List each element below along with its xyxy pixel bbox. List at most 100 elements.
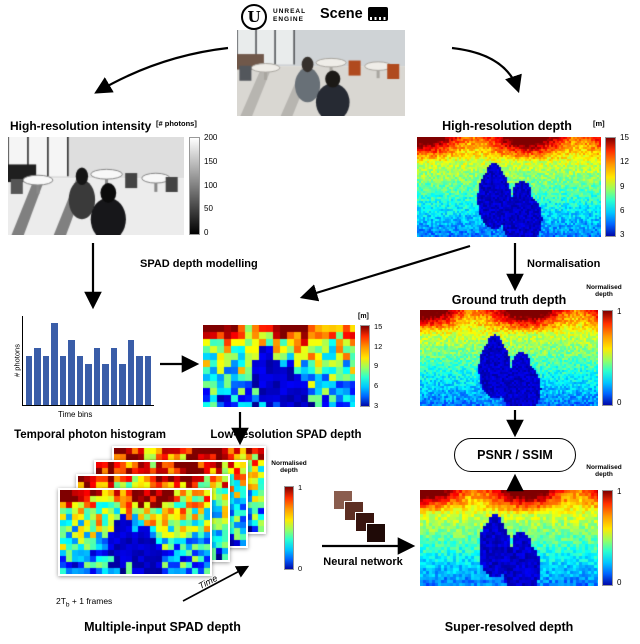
tick: 50 (204, 204, 213, 214)
intensity-title: High-resolution intensity (10, 119, 152, 133)
super-resolved-colorbar-label: Normalised depth (578, 464, 630, 479)
intensity-unit: [# photons] (156, 119, 197, 128)
ground-truth-colorbar-ticks: 1 0 (617, 308, 621, 407)
intensity-colorbar (189, 137, 200, 235)
tick: 15 (620, 133, 629, 142)
histogram-bar (127, 339, 135, 405)
histogram-bar (119, 364, 126, 405)
histogram-bar (93, 348, 101, 405)
unreal-engine-logo: U (241, 4, 267, 30)
unreal-engine-label: UNREAL ENGINE (273, 8, 306, 24)
histogram-bar (110, 348, 118, 405)
unreal-logo-letter: U (247, 8, 261, 26)
hires-depth-image (417, 137, 601, 237)
intensity-colorbar-ticks: 200 150 100 50 0 (204, 134, 217, 237)
tick: 0 (298, 563, 303, 573)
video-icon (368, 7, 388, 21)
frames-count-prefix: 2T (56, 596, 66, 606)
lowres-depth-title: Low-resolution SPAD depth (210, 429, 362, 441)
normalisation-label: Normalisation (527, 258, 601, 270)
arrow-depth-to-spad-modelling (299, 244, 471, 302)
histogram-bar (102, 364, 109, 405)
tick: 6 (620, 205, 625, 215)
hires-depth-colorbar (605, 137, 616, 237)
film-sprockets-icon (370, 16, 386, 20)
ground-truth-colorbar-label: Normalised depth (578, 284, 630, 299)
tick: 3 (620, 230, 625, 239)
multi-input-colorbar (284, 486, 294, 570)
colorbar-label-line: Normalised (586, 284, 622, 291)
intensity-image (8, 137, 184, 235)
histogram-bar (59, 355, 67, 405)
tick: 0 (617, 578, 622, 587)
tick: 9 (620, 181, 625, 191)
neural-network-icon (333, 490, 387, 544)
multi-input-colorbar-label: Normalised depth (264, 460, 314, 475)
colorbar-label-line: depth (595, 291, 613, 299)
engine-label-line1: UNREAL (273, 8, 307, 15)
histogram-bar (136, 355, 143, 405)
photon-histogram: # photons (13, 316, 154, 406)
tick: 150 (204, 156, 218, 166)
engine-label-line2: ENGINE (273, 16, 304, 24)
scene-label: Scene (320, 6, 363, 22)
frames-count-sub: b (65, 601, 70, 609)
histogram-bar (144, 355, 152, 405)
multi-input-colorbar-ticks: 1 0 (298, 484, 302, 572)
super-resolved-image (420, 490, 598, 586)
tick: 9 (374, 361, 379, 371)
frames-count-suffix: + 1 frames (69, 596, 113, 606)
tick: 6 (374, 380, 379, 390)
colorbar-label-line: Normalised (586, 464, 622, 471)
scene-image (237, 30, 405, 116)
tick: 1 (298, 483, 303, 492)
histogram-bar (85, 364, 92, 405)
histogram-bars (26, 320, 152, 405)
tick: 3 (374, 400, 379, 410)
ground-truth-image (420, 310, 598, 406)
colorbar-label-line: depth (595, 471, 613, 479)
histogram-bar (76, 355, 84, 405)
super-resolved-title: Super-resolved depth (444, 620, 574, 634)
hires-depth-colorbar-ticks: 15 12 9 6 3 (620, 134, 629, 239)
arrow-scene-to-intensity (94, 46, 229, 94)
tick: 12 (374, 341, 383, 351)
tick: 12 (620, 157, 629, 167)
histogram-ylabel: # photons (12, 344, 22, 377)
tick: 100 (204, 180, 218, 190)
arrow-scene-to-depth (451, 46, 522, 94)
hires-depth-title: High-resolution depth (442, 119, 572, 133)
lowres-depth-unit: [m] (358, 313, 369, 320)
spad-modelling-label: SPAD depth modelling (140, 258, 258, 270)
multi-input-title: Multiple-input SPAD depth (84, 620, 241, 634)
histogram-title: Temporal photon histogram (14, 429, 166, 441)
tick: 15 (374, 322, 383, 331)
super-resolved-colorbar-ticks: 1 0 (617, 488, 621, 587)
histogram-bar (26, 355, 33, 405)
ground-truth-title: Ground truth depth (451, 293, 567, 307)
tick: 1 (617, 307, 622, 316)
hires-depth-unit: [m] (593, 119, 605, 128)
histogram-xlabel: Time bins (58, 410, 93, 419)
histogram-bar (42, 355, 50, 405)
neural-network-label: Neural network (323, 556, 403, 568)
lowres-depth-colorbar-ticks: 15 12 9 6 3 (374, 323, 382, 409)
ground-truth-colorbar (602, 310, 613, 406)
colorbar-label-line: depth (280, 467, 298, 475)
tick: 200 (204, 133, 218, 142)
super-resolved-colorbar (602, 490, 613, 586)
histogram-bar (51, 323, 58, 405)
tick: 0 (617, 398, 622, 407)
spad-frame-1 (58, 488, 212, 576)
colorbar-label-line: Normalised (271, 460, 307, 467)
lowres-depth-image (203, 325, 355, 407)
nn-layer-square (366, 523, 386, 543)
histogram-bar (34, 348, 41, 405)
lowres-depth-colorbar (360, 325, 370, 407)
tick: 0 (204, 228, 209, 237)
frames-count-label: 2Tb + 1 frames (56, 596, 112, 609)
histogram-bar (68, 339, 75, 405)
tick: 1 (617, 487, 622, 496)
metric-node: PSNR / SSIM (454, 438, 576, 472)
